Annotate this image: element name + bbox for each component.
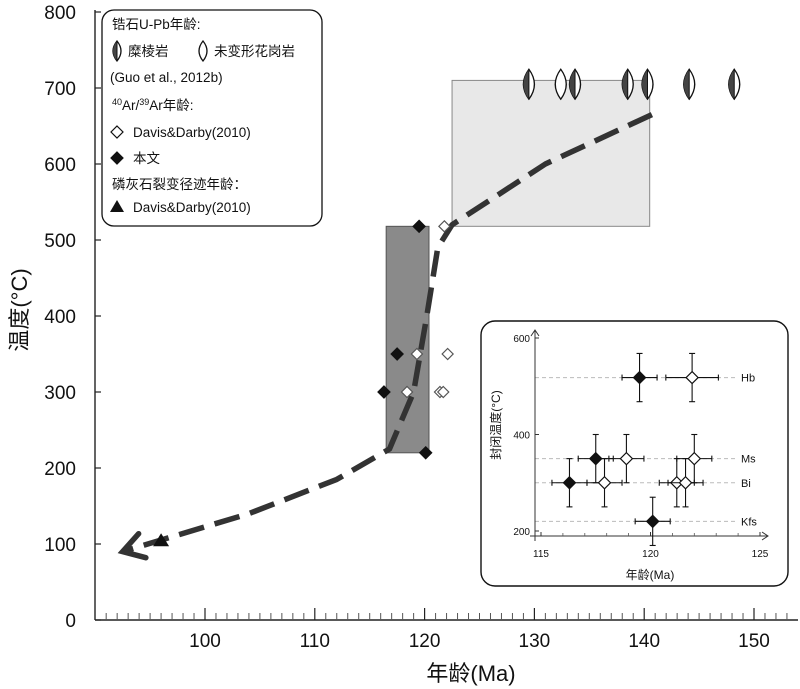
y-tick-label: 200 bbox=[44, 459, 76, 480]
arar-davis-darby-point bbox=[441, 347, 455, 361]
legend-arar-ar2: Ar年龄: bbox=[149, 98, 193, 113]
legend-davis-darby-marker bbox=[110, 125, 124, 139]
zircon-granite-point bbox=[554, 68, 567, 101]
arar-this-paper-point bbox=[390, 347, 404, 361]
inset-mineral-label: Bi bbox=[741, 478, 751, 490]
x-tick-label: 150 bbox=[738, 631, 770, 652]
legend-aft-marker bbox=[110, 200, 124, 212]
arar-this-paper-point bbox=[412, 219, 426, 234]
y-tick-label: 300 bbox=[44, 383, 76, 404]
y-tick-label: 500 bbox=[44, 231, 76, 252]
inset-y-label: 封闭温度(°C) bbox=[488, 390, 503, 459]
inset-this-paper-point bbox=[551, 458, 588, 508]
inset-y-tick-label: 400 bbox=[513, 431, 530, 442]
inset-this-paper-point bbox=[621, 352, 658, 403]
inset-mineral-label: Ms bbox=[741, 454, 756, 466]
y-tick-label: 800 bbox=[44, 3, 76, 24]
zircon-mylonite-point bbox=[641, 68, 654, 101]
legend-aft-label: Davis&Darby(2010) bbox=[133, 200, 251, 215]
cooling-path-arrowhead bbox=[117, 530, 149, 561]
legend: 锆石U-Pb年龄: 糜棱岩 未变形花岗岩 (Guo et al., 2012b)… bbox=[101, 9, 323, 227]
y-tick-label: 100 bbox=[44, 535, 76, 556]
inset-x-axis-arrow bbox=[761, 531, 769, 541]
legend-arar-sup-39: 39 bbox=[139, 97, 149, 107]
legend-arar-title: 40Ar/39Ar年龄: bbox=[112, 97, 194, 113]
inset: Hb Ms Bi Kfs 115 120 125 200 400 600 年龄(Ma) 封闭温度… bbox=[480, 320, 789, 587]
legend-arar-ar1: Ar/ bbox=[122, 98, 140, 113]
arar-davis-darby-point bbox=[400, 385, 414, 399]
zircon-mylonite-point bbox=[568, 68, 582, 101]
x-axis-label: 年龄(Ma) bbox=[426, 661, 515, 686]
legend-granite-marker bbox=[198, 39, 208, 63]
inset-mineral-label: Kfs bbox=[741, 516, 757, 528]
arar-davis-darby-point bbox=[410, 347, 424, 361]
aft-davis-darby-point bbox=[153, 533, 170, 547]
legend-zircon-reference: (Guo et al., 2012b) bbox=[110, 70, 223, 85]
inset-this-paper-point bbox=[634, 496, 671, 547]
inset-davis-darby-point bbox=[665, 352, 719, 403]
inset-y-tick-label: 200 bbox=[513, 527, 530, 538]
zircon-mylonite-point bbox=[522, 68, 536, 101]
arar-davis-darby-point bbox=[438, 219, 451, 233]
inset-mineral-label: Hb bbox=[741, 373, 755, 385]
inset-y-tick-label: 600 bbox=[513, 334, 530, 345]
zircon-mylonite-point bbox=[621, 68, 634, 101]
zircon-mylonite-point bbox=[728, 68, 741, 101]
legend-granite-label: 未变形花岗岩 bbox=[214, 44, 295, 59]
inset-davis-darby-point bbox=[608, 433, 645, 484]
legend-zircon-title: 锆石U-Pb年龄: bbox=[112, 17, 201, 32]
inset-davis-darby-point bbox=[586, 458, 623, 508]
zircon-mylonite-point bbox=[683, 68, 696, 101]
inset-x-tick-label: 125 bbox=[752, 549, 769, 560]
inset-x-label: 年龄(Ma) bbox=[626, 568, 675, 582]
x-tick-label: 110 bbox=[300, 631, 330, 652]
inset-frame bbox=[480, 320, 789, 587]
legend-arar-sup-40: 40 bbox=[112, 97, 122, 107]
inset-davis-darby-point bbox=[676, 433, 713, 484]
main-axes: 0 100 200 300 400 500 600 700 800 100 110 120 130 14… bbox=[44, 3, 798, 652]
legend-mylonite-marker bbox=[112, 39, 122, 63]
arar-davis-darby-point bbox=[436, 385, 450, 399]
y-tick-label: 400 bbox=[44, 307, 76, 328]
inset-x-tick-label: 120 bbox=[642, 549, 659, 560]
x-tick-label: 130 bbox=[519, 631, 551, 652]
legend-mylonite-lens bbox=[112, 39, 122, 63]
y-tick-label: 700 bbox=[44, 79, 76, 100]
inset-x-tick-label: 115 bbox=[533, 549, 549, 560]
cooling-path-line bbox=[121, 112, 654, 555]
arar-this-paper-point bbox=[377, 385, 391, 399]
legend-aft-title: 磷灰石裂变径迹年龄： bbox=[112, 177, 247, 192]
x-tick-label: 140 bbox=[628, 631, 660, 652]
legend-frame bbox=[101, 9, 323, 227]
x-tick-label: 100 bbox=[189, 631, 221, 652]
inset-y-axis-arrow bbox=[530, 329, 540, 337]
legend-granite-lens bbox=[198, 39, 208, 63]
legend-this-paper-label: 本文 bbox=[133, 151, 160, 166]
legend-this-paper-marker bbox=[110, 151, 124, 165]
arar-this-paper-point bbox=[418, 445, 433, 460]
legend-davis-darby-label: Davis&Darby(2010) bbox=[133, 125, 251, 140]
y-tick-label: 600 bbox=[44, 155, 76, 176]
y-axis-label: 温度(°C) bbox=[7, 268, 32, 351]
legend-mylonite-label: 糜棱岩 bbox=[128, 43, 169, 59]
inset-davis-darby-point bbox=[667, 458, 704, 508]
x-tick-label: 120 bbox=[409, 631, 441, 652]
y-tick-label: 0 bbox=[65, 611, 76, 632]
